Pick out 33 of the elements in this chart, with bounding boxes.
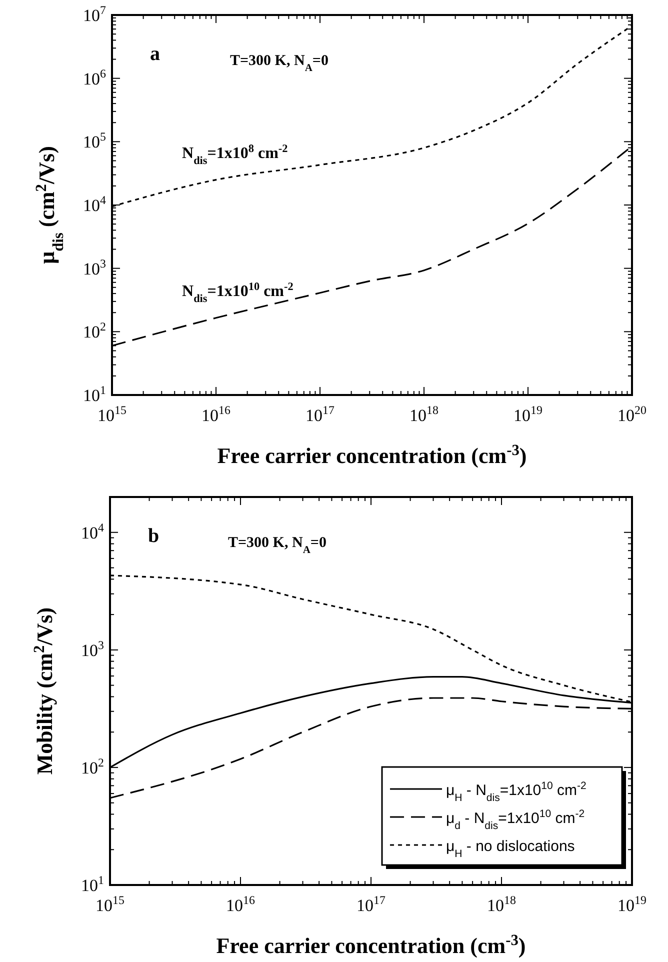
annotation: a <box>150 43 160 65</box>
legend-label: μ$_{H}$ - N$_{dis}$=1x10$^{10}$ cm$^{-2}$ <box>446 780 587 804</box>
y-tick-label: 10$^{1}$ <box>83 383 106 405</box>
y-tick-label: 10$^{3}$ <box>83 256 106 278</box>
annotation: T=300 K, N$_{A}$=0 <box>230 53 328 74</box>
y-tick-label: 10$^{3}$ <box>81 638 104 660</box>
y-tick-label: 10$^{4}$ <box>81 520 104 542</box>
y-tick-label: 10$^{1}$ <box>81 873 104 895</box>
y-tick-label: 10$^{2}$ <box>83 320 106 342</box>
y-tick-label: 10$^{4}$ <box>83 193 106 215</box>
x-tick-label: 10$^{18}$ <box>410 403 438 425</box>
y-tick-label: 10$^{6}$ <box>83 66 106 88</box>
x-tick-label: 10$^{17}$ <box>306 403 334 425</box>
x-tick-label: 10$^{15}$ <box>98 403 126 425</box>
x-axis-title: Free carrier concentration (cm$^{-3}$) <box>217 442 527 468</box>
x-tick-label: 10$^{19}$ <box>618 893 646 915</box>
annotation: b <box>148 525 160 547</box>
legend-label: μ$_{d}$ - N$_{dis}$=1x10$^{10}$ cm$^{-2}$ <box>446 808 585 832</box>
x-tick-label: 10$^{20}$ <box>618 403 646 425</box>
annotation: T=300 K, N$_{A}$=0 <box>228 535 326 556</box>
x-axis-title: Free carrier concentration (cm$^{-3}$) <box>216 932 526 958</box>
y-tick-label: 10$^{2}$ <box>81 755 104 778</box>
x-tick-label: 10$^{18}$ <box>487 893 516 915</box>
series-label: N$_{dis}$=1x10$^{10}$ cm$^{-2}$ <box>182 280 294 305</box>
x-tick-label: 10$^{16}$ <box>226 893 255 915</box>
x-tick-label: 10$^{15}$ <box>96 893 124 915</box>
x-tick-label: 10$^{17}$ <box>356 893 386 915</box>
y-tick-label: 10$^{5}$ <box>83 130 106 152</box>
y-tick-label: 10$^{7}$ <box>83 3 106 25</box>
legend-label: μ$_{H}$ - no dislocations <box>446 838 575 860</box>
x-tick-label: 10$^{16}$ <box>202 403 230 425</box>
x-tick-label: 10$^{19}$ <box>514 403 542 425</box>
series-label: N$_{dis}$=1x10$^{8}$ cm$^{-2}$ <box>182 142 288 167</box>
